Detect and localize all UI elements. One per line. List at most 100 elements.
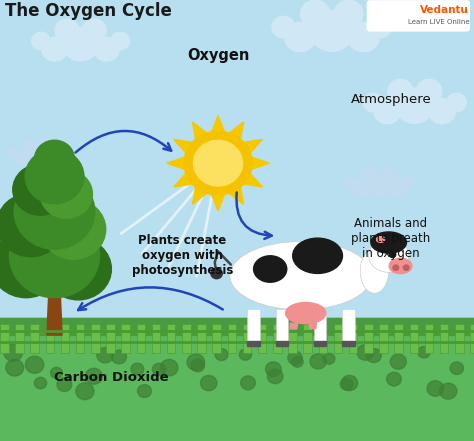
Polygon shape <box>410 324 418 353</box>
Polygon shape <box>137 324 145 353</box>
Ellipse shape <box>360 249 389 293</box>
Circle shape <box>418 347 430 358</box>
Circle shape <box>160 359 178 376</box>
Text: Carbon Dioxide: Carbon Dioxide <box>54 370 169 384</box>
Polygon shape <box>334 324 342 353</box>
Polygon shape <box>342 309 355 344</box>
Polygon shape <box>173 139 192 153</box>
Text: Plants create
oxygen with
photosynthesis: Plants create oxygen with photosynthesis <box>132 234 233 277</box>
Polygon shape <box>121 324 130 353</box>
Ellipse shape <box>376 236 385 243</box>
Circle shape <box>193 140 243 186</box>
Circle shape <box>396 88 434 123</box>
Circle shape <box>366 348 381 363</box>
Polygon shape <box>211 116 225 132</box>
Ellipse shape <box>254 256 287 282</box>
Circle shape <box>292 356 303 367</box>
Circle shape <box>241 376 255 390</box>
Circle shape <box>389 180 407 198</box>
Circle shape <box>344 176 357 189</box>
Polygon shape <box>192 187 207 205</box>
Circle shape <box>27 144 49 164</box>
Circle shape <box>288 351 302 365</box>
Polygon shape <box>394 324 403 353</box>
Polygon shape <box>319 324 327 353</box>
Polygon shape <box>0 318 474 441</box>
Circle shape <box>34 377 46 389</box>
Circle shape <box>131 363 144 375</box>
FancyArrowPatch shape <box>237 192 272 239</box>
Circle shape <box>137 385 151 397</box>
Circle shape <box>45 238 111 300</box>
Circle shape <box>46 150 62 165</box>
Circle shape <box>26 356 44 373</box>
Circle shape <box>340 378 353 390</box>
Text: Animals and
plants breath
in oxygen: Animals and plants breath in oxygen <box>351 217 431 260</box>
Ellipse shape <box>374 235 387 244</box>
Ellipse shape <box>230 242 372 310</box>
Circle shape <box>201 375 217 391</box>
Circle shape <box>13 164 68 215</box>
Circle shape <box>111 32 129 50</box>
Circle shape <box>366 173 392 197</box>
FancyBboxPatch shape <box>367 1 469 31</box>
Polygon shape <box>314 309 326 344</box>
Ellipse shape <box>285 303 326 324</box>
Polygon shape <box>76 324 84 353</box>
Polygon shape <box>273 324 282 353</box>
FancyArrowPatch shape <box>78 288 223 310</box>
Polygon shape <box>192 122 207 139</box>
Polygon shape <box>47 291 62 335</box>
Circle shape <box>447 93 466 112</box>
Circle shape <box>387 372 401 386</box>
Polygon shape <box>364 324 373 353</box>
Circle shape <box>9 214 100 298</box>
Text: Vedantu: Vedantu <box>420 5 469 15</box>
Polygon shape <box>349 324 357 353</box>
Circle shape <box>428 99 456 124</box>
Polygon shape <box>379 324 388 353</box>
Circle shape <box>40 170 92 218</box>
Circle shape <box>450 362 464 374</box>
Polygon shape <box>288 324 297 353</box>
Polygon shape <box>342 341 355 346</box>
Circle shape <box>63 27 99 61</box>
Ellipse shape <box>369 239 409 272</box>
Circle shape <box>310 354 327 369</box>
Circle shape <box>41 199 106 259</box>
Polygon shape <box>211 194 225 211</box>
Text: Learn LIVE Online: Learn LIVE Online <box>408 19 469 26</box>
Polygon shape <box>244 139 263 153</box>
Ellipse shape <box>389 258 412 273</box>
Circle shape <box>389 251 396 258</box>
Polygon shape <box>229 187 244 205</box>
Polygon shape <box>276 341 288 346</box>
Circle shape <box>272 16 295 37</box>
Circle shape <box>35 140 74 177</box>
Circle shape <box>76 383 94 400</box>
Polygon shape <box>303 324 312 353</box>
Text: Atmosphere: Atmosphere <box>351 93 431 106</box>
Circle shape <box>310 11 354 51</box>
Circle shape <box>381 167 398 183</box>
Circle shape <box>374 99 401 124</box>
Circle shape <box>57 378 72 392</box>
Circle shape <box>284 22 316 52</box>
Polygon shape <box>212 324 221 353</box>
Polygon shape <box>167 324 175 353</box>
Polygon shape <box>244 173 263 187</box>
Circle shape <box>348 22 379 52</box>
Circle shape <box>393 265 399 270</box>
Circle shape <box>323 353 335 364</box>
Circle shape <box>82 19 106 41</box>
Circle shape <box>390 354 406 369</box>
Circle shape <box>8 147 19 158</box>
Circle shape <box>85 368 102 384</box>
Polygon shape <box>314 341 326 346</box>
Circle shape <box>265 362 281 377</box>
Polygon shape <box>258 324 266 353</box>
Circle shape <box>184 131 252 195</box>
Circle shape <box>341 375 358 391</box>
Polygon shape <box>46 324 54 353</box>
Circle shape <box>334 0 363 27</box>
